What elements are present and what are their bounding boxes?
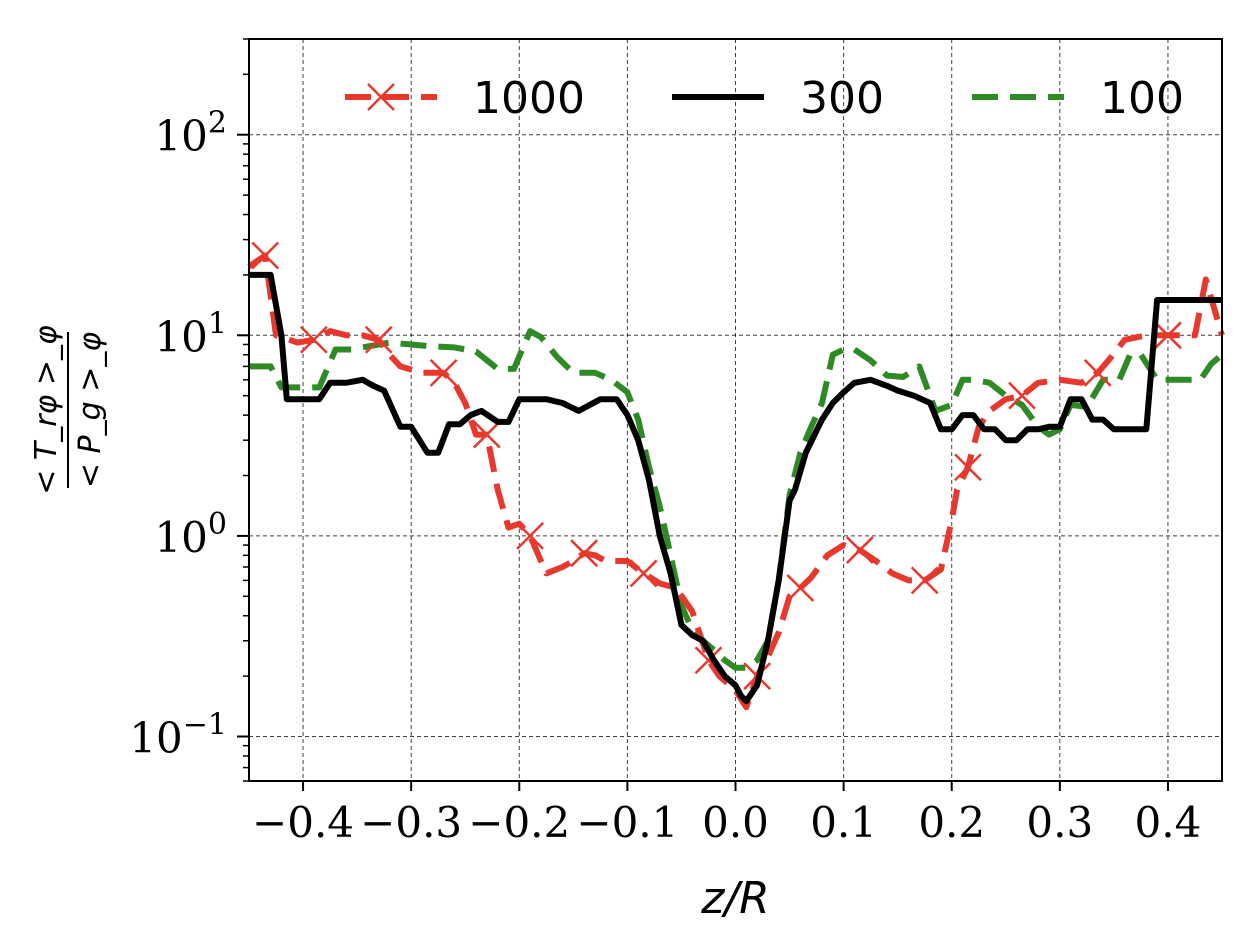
marker-stroke	[251, 241, 280, 270]
series-marker-1000	[954, 453, 982, 482]
marker-stroke	[954, 453, 982, 482]
series-line-1000	[247, 252, 1225, 711]
series-marker-1000	[786, 574, 815, 602]
y-tick-label: 102	[154, 106, 227, 161]
marker-stroke	[299, 325, 328, 354]
marker-stroke	[694, 646, 723, 675]
marker-stroke	[516, 522, 544, 550]
marker-stroke	[570, 539, 599, 568]
marker-stroke	[364, 325, 393, 354]
x-tick-label: −0.2	[468, 798, 570, 847]
series-marker-1000	[429, 358, 458, 387]
series-marker-1000	[364, 325, 393, 354]
marker-stroke	[472, 420, 501, 449]
x-tick-label: 0.2	[918, 798, 985, 847]
y-axis-label-denominator: < P_g >_φ	[73, 332, 108, 488]
legend-marker	[367, 83, 395, 111]
x-tick-label: −0.3	[360, 798, 462, 847]
y-tick-label: 100	[154, 507, 227, 562]
x-tick-label: 0.0	[702, 798, 769, 847]
marker-stroke	[429, 358, 458, 387]
series-marker-1000	[472, 420, 501, 449]
y-axis-label-numerator: < T_rφ >_φ	[29, 325, 64, 495]
x-tick-label: 0.3	[1026, 798, 1093, 847]
marker-stroke	[786, 574, 815, 602]
series-marker-1000	[251, 241, 280, 270]
series-line-300	[249, 271, 1222, 705]
x-tick-label: 0.4	[1135, 798, 1202, 847]
series-marker-1000	[629, 559, 658, 588]
ticks-layer: −0.4 −0.3 −0.2 −0.1 0.0 0.1 0.2 0.3 0.410−110010…	[129, 38, 1202, 847]
y-tick-label: 101	[154, 306, 227, 361]
marker-stroke	[1008, 381, 1036, 410]
series-marker-1000	[1083, 358, 1112, 387]
series-marker-1000	[1008, 381, 1036, 410]
x-axis-label: z/R	[700, 873, 770, 924]
legend: 1000 300 100	[345, 73, 1184, 124]
legend-label-100: 100	[1100, 73, 1184, 124]
marker-stroke	[910, 566, 939, 595]
marker-stroke	[629, 559, 658, 588]
x-tick-label: 0.1	[810, 798, 877, 847]
y-tick-label: 10−1	[129, 707, 227, 762]
series-marker-1000	[516, 522, 544, 550]
marker-stroke	[845, 536, 874, 564]
y-axis-label: < T_rφ >_φ < P_g >_φ	[29, 325, 108, 495]
x-tick-label: −0.4	[252, 798, 354, 847]
legend-label-300: 300	[800, 73, 884, 124]
series-marker-1000	[570, 539, 599, 568]
marker-stroke	[1083, 358, 1112, 387]
series-marker-1000	[845, 536, 874, 564]
marker-stroke	[1154, 321, 1182, 350]
legend-label-1000: 1000	[473, 73, 585, 124]
x-tick-label: −0.1	[576, 798, 678, 847]
series-marker-1000	[1154, 321, 1182, 350]
series-marker-1000	[910, 566, 939, 595]
series-marker-1000	[299, 325, 328, 354]
series-layer	[247, 241, 1225, 711]
